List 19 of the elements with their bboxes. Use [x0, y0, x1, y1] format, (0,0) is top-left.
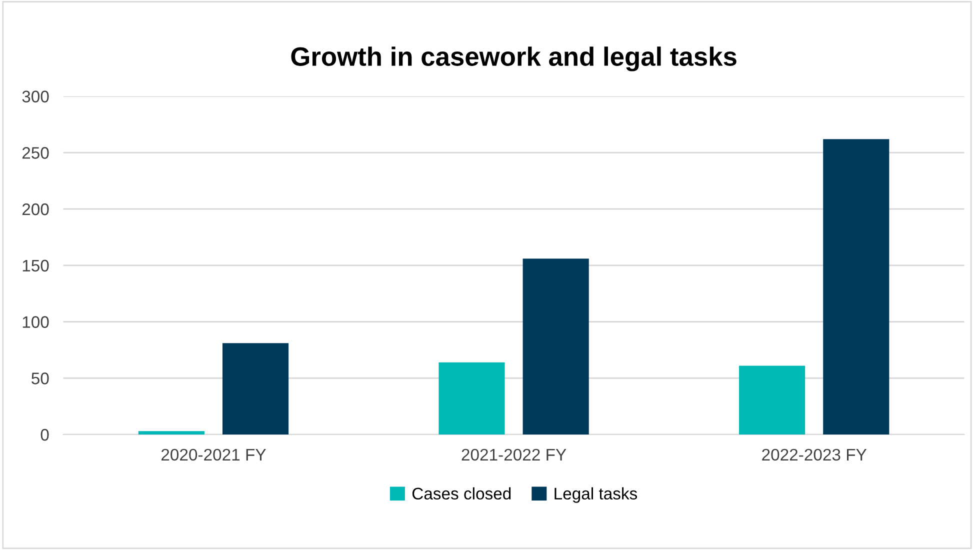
x-tick-label: 2021-2022 FY — [462, 448, 566, 461]
y-tick-label: 50 — [32, 372, 49, 384]
y-tick-label: 300 — [22, 90, 49, 102]
x-tick-label: 2020-2021 FY — [161, 448, 266, 461]
y-tick-label: 0 — [40, 428, 49, 441]
y-tick-label: 100 — [22, 316, 49, 328]
legend-label: Cases closed — [412, 487, 511, 500]
bar — [438, 362, 505, 434]
y-tick-label: 150 — [22, 260, 49, 272]
bar — [522, 258, 589, 434]
x-tick-label: 2022-2023 FY — [762, 448, 867, 461]
bar — [138, 431, 204, 434]
legend-label: Legal tasks — [554, 487, 638, 503]
bar — [739, 366, 806, 434]
bar — [823, 139, 890, 434]
chart-title: Growth in casework and legal tasks — [291, 46, 736, 72]
bar — [222, 343, 289, 434]
y-tick-label: 250 — [22, 147, 49, 159]
y-tick-label: 200 — [22, 203, 49, 216]
